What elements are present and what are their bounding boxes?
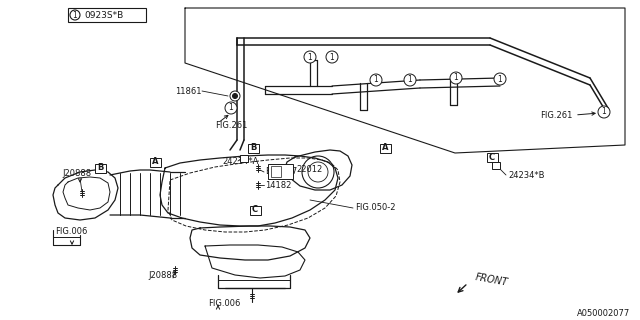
Text: FIG.006: FIG.006	[55, 228, 88, 236]
Text: 1: 1	[408, 76, 412, 84]
Text: 24234*B: 24234*B	[508, 171, 545, 180]
Text: FIG.006: FIG.006	[208, 299, 241, 308]
Text: C: C	[489, 153, 495, 162]
Text: 1: 1	[498, 75, 502, 84]
Circle shape	[225, 102, 237, 114]
Text: J20888: J20888	[148, 271, 177, 281]
Text: 22012: 22012	[296, 164, 323, 173]
Text: 1: 1	[454, 74, 458, 83]
Bar	[271, 166, 281, 177]
Text: 1: 1	[308, 52, 312, 61]
Text: B: B	[250, 143, 256, 153]
Circle shape	[450, 72, 462, 84]
Bar	[492, 162, 500, 169]
Text: 1: 1	[602, 108, 606, 116]
Circle shape	[232, 93, 237, 99]
Bar	[240, 155, 248, 162]
Bar	[248, 143, 259, 153]
Text: FIG.050-2: FIG.050-2	[355, 204, 396, 212]
Text: 14182: 14182	[265, 180, 291, 189]
Text: 1: 1	[374, 76, 378, 84]
Text: 1: 1	[72, 11, 77, 20]
Bar	[268, 164, 293, 179]
Text: FRONT: FRONT	[474, 272, 509, 288]
Bar	[380, 143, 390, 153]
Circle shape	[230, 91, 240, 101]
Text: 1: 1	[330, 52, 334, 61]
Circle shape	[494, 73, 506, 85]
Bar	[68, 8, 146, 22]
Text: 0923S*B: 0923S*B	[84, 11, 124, 20]
Bar	[250, 205, 260, 214]
Circle shape	[598, 106, 610, 118]
Bar	[486, 153, 497, 162]
Text: B: B	[97, 164, 103, 172]
Circle shape	[326, 51, 338, 63]
Text: J20888: J20888	[62, 169, 91, 178]
Text: C: C	[252, 205, 258, 214]
Bar	[95, 164, 106, 172]
Text: 24234*A: 24234*A	[222, 156, 259, 165]
Circle shape	[304, 51, 316, 63]
Text: B00507: B00507	[265, 167, 297, 177]
Text: FIG.261: FIG.261	[540, 110, 572, 119]
Text: 11861: 11861	[175, 86, 202, 95]
Text: A050002077: A050002077	[577, 308, 630, 317]
Circle shape	[404, 74, 416, 86]
Text: A: A	[152, 157, 158, 166]
Text: A: A	[381, 143, 388, 153]
Bar	[150, 157, 161, 166]
Text: FIG.261: FIG.261	[215, 121, 248, 130]
Circle shape	[370, 74, 382, 86]
Circle shape	[70, 10, 80, 20]
Text: 1: 1	[228, 103, 234, 113]
